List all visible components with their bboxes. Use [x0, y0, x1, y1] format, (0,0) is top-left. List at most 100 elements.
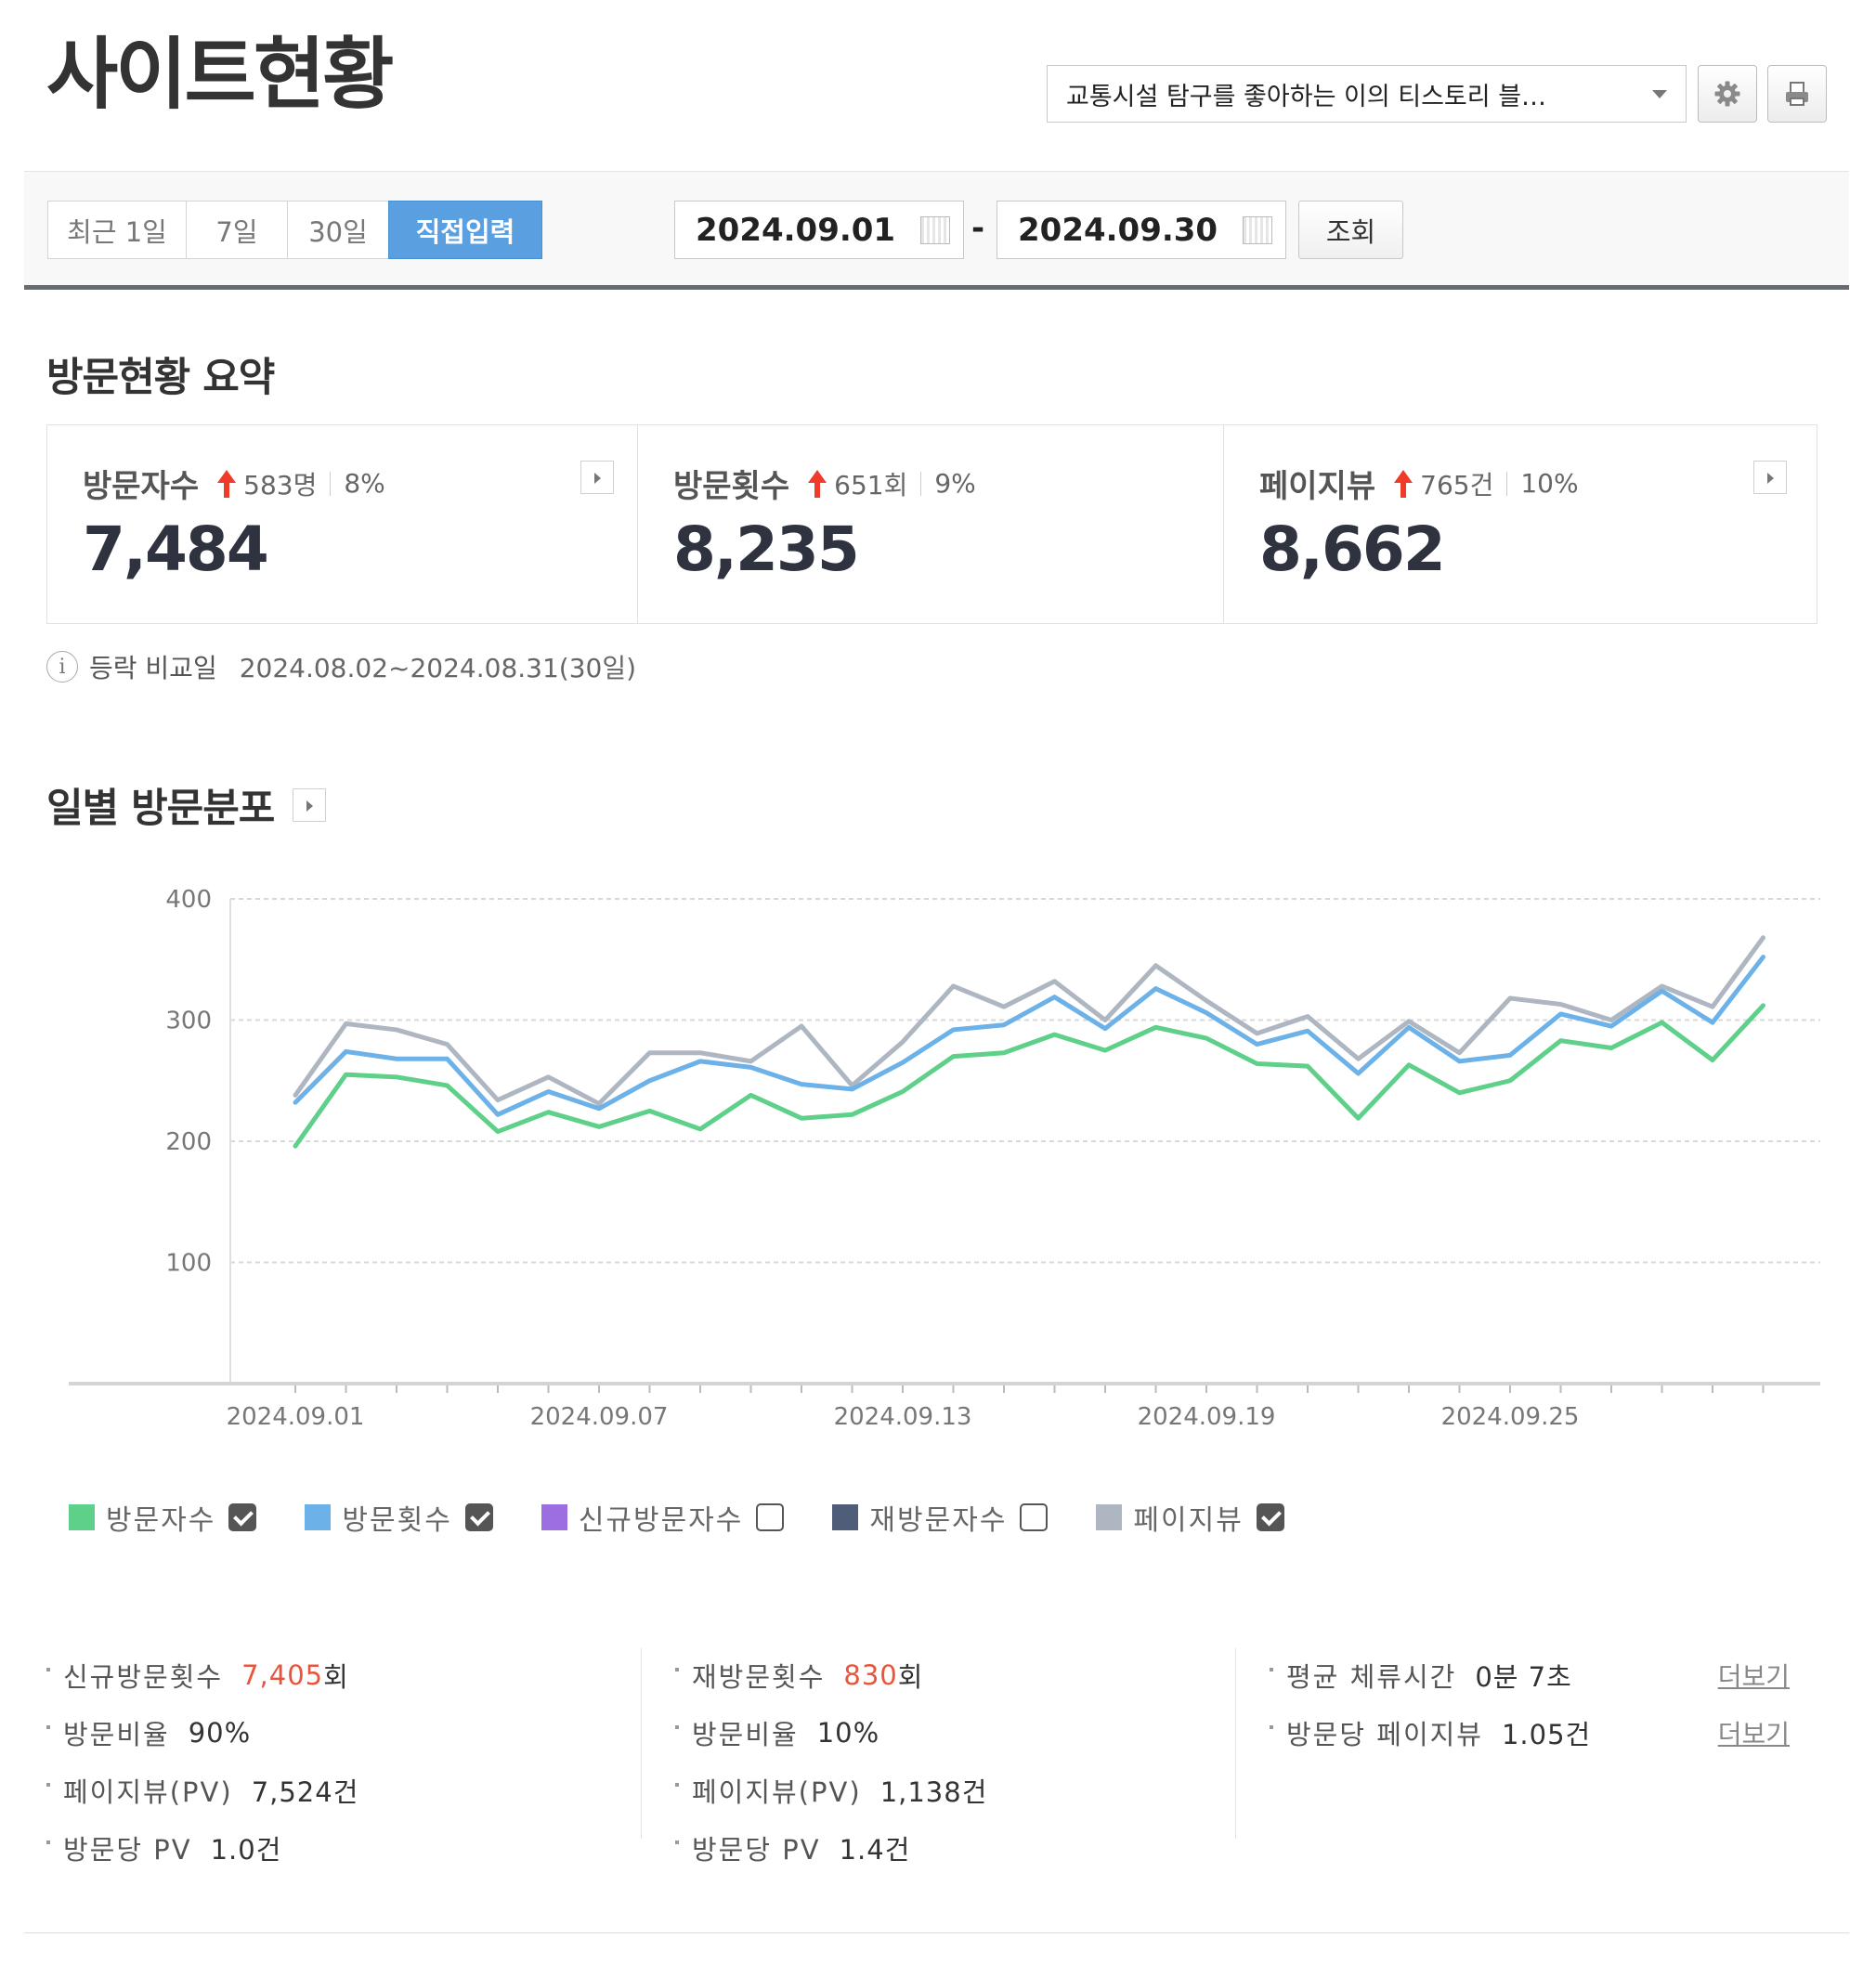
tab-30days[interactable]: 30일 [287, 201, 389, 259]
detail-value: 830 [843, 1659, 898, 1691]
more-link[interactable]: 더보기 [1717, 1661, 1790, 1692]
summary-cards: 방문자수 583명 8% 7,484 방문횟수 651회 9% 8,235 페이… [46, 424, 1817, 624]
legend-item-visits[interactable]: 방문횟수 [305, 1497, 493, 1538]
date-separator: - [971, 210, 985, 247]
tab-custom-range[interactable]: 직접입력 [388, 201, 542, 259]
new-visit-stats: 신규방문횟수 7,405 회 방문비율 90% 페이지뷰(PV) 7,524건 방… [46, 1646, 358, 1877]
detail-label: 페이지뷰(PV) [692, 1776, 862, 1808]
column-divider [641, 1648, 642, 1839]
legend-label: 방문횟수 [342, 1504, 452, 1537]
stat-value: 8,235 [673, 514, 860, 585]
y-tick-label: 300 [165, 1008, 212, 1035]
play-icon[interactable] [293, 788, 327, 822]
info-icon: i [46, 651, 78, 683]
chevron-down-icon [1652, 89, 1667, 98]
page-title: 사이트현황 [46, 29, 394, 120]
legend-checkbox[interactable] [756, 1503, 785, 1531]
bottom-divider [24, 1932, 1849, 1933]
detail-label: 페이지뷰(PV) [63, 1776, 233, 1808]
detail-label: 재방문횟수 [692, 1661, 826, 1693]
bullet [1270, 1668, 1273, 1671]
summary-section-title: 방문현황 요약 [46, 355, 275, 401]
detail-row: 페이지뷰(PV) 1,138건 [675, 1762, 987, 1819]
detail-row: 방문당 PV 1.0건 [46, 1819, 358, 1877]
x-tick-label: 2024.09.19 [1138, 1403, 1276, 1431]
series-line [293, 1003, 1765, 1149]
period-tabs: 최근 1일 7일 30일 직접입력 [47, 201, 542, 259]
print-button[interactable] [1767, 65, 1827, 123]
tab-7days[interactable]: 7일 [186, 201, 288, 259]
x-tick-label: 2024.09.25 [1441, 1403, 1580, 1431]
detail-label: 신규방문횟수 [63, 1661, 224, 1693]
series-line [293, 955, 1765, 1117]
detail-unit: 회 [897, 1661, 924, 1693]
bullet [675, 1840, 679, 1844]
detail-label: 방문당 PV [63, 1834, 192, 1866]
print-icon [1786, 82, 1808, 106]
bullet [46, 1783, 50, 1787]
legend-checkbox[interactable] [1256, 1503, 1284, 1531]
bullet [675, 1725, 679, 1729]
legend-item-returning-visitors[interactable]: 재방문자수 [832, 1497, 1049, 1538]
detail-value: 0분 7초 [1475, 1661, 1572, 1693]
detail-value: 7,405 [241, 1659, 324, 1691]
bullet [675, 1668, 679, 1671]
detail-row: 방문비율 90% [46, 1704, 358, 1762]
stat-percent: 10% [1520, 468, 1579, 499]
arrow-up-icon [217, 469, 237, 498]
tab-recent-1day[interactable]: 최근 1일 [47, 201, 187, 259]
legend-item-new-visitors[interactable]: 신규방문자수 [541, 1497, 785, 1538]
search-button[interactable]: 조회 [1298, 201, 1403, 259]
legend-checkbox[interactable] [228, 1503, 257, 1531]
stat-delta: 651회 [834, 469, 908, 501]
time-stats: 평균 체류시간 0분 7초 더보기 방문당 페이지뷰 1.05건 더보기 [1270, 1646, 1790, 1762]
detail-row: 페이지뷰(PV) 7,524건 [46, 1762, 358, 1819]
detail-row: 평균 체류시간 0분 7초 더보기 [1270, 1646, 1790, 1704]
calendar-icon[interactable] [1243, 216, 1272, 244]
x-tick-label: 2024.09.07 [530, 1403, 669, 1431]
detail-value: 1,138건 [879, 1776, 988, 1808]
settings-button[interactable] [1698, 65, 1757, 123]
stat-card-visits: 방문횟수 651회 9% 8,235 [638, 425, 1224, 623]
detail-label: 방문비율 [692, 1719, 799, 1750]
detail-row: 방문비율 10% [675, 1704, 987, 1762]
legend-label: 신규방문자수 [578, 1504, 744, 1537]
arrow-up-icon [1394, 469, 1414, 498]
blog-select-label: 교통시설 탐구를 좋아하는 이의 티스토리 블… [1066, 82, 1547, 111]
stat-value: 8,662 [1259, 514, 1446, 585]
play-icon[interactable] [1753, 461, 1787, 494]
legend-label: 재방문자수 [869, 1504, 1008, 1537]
calendar-icon[interactable] [920, 216, 950, 244]
detail-row: 신규방문횟수 7,405 회 [46, 1646, 358, 1704]
legend-checkbox[interactable] [464, 1503, 493, 1531]
legend-checkbox[interactable] [1020, 1503, 1049, 1531]
blog-select-dropdown[interactable]: 교통시설 탐구를 좋아하는 이의 티스토리 블… [1047, 65, 1687, 123]
more-link[interactable]: 더보기 [1717, 1719, 1790, 1749]
daily-section-header: 일별 방문분포 [46, 776, 327, 834]
detail-label: 평균 체류시간 [1286, 1661, 1457, 1693]
detail-row: 방문당 PV 1.4건 [675, 1819, 987, 1877]
legend-item-visitors[interactable]: 방문자수 [69, 1497, 257, 1538]
stat-percent: 9% [934, 468, 976, 499]
play-icon[interactable] [580, 461, 614, 494]
series-line [293, 935, 1765, 1107]
return-visit-stats: 재방문횟수 830 회 방문비율 10% 페이지뷰(PV) 1,138건 방문당 … [675, 1646, 987, 1877]
compare-note: i 등락 비교일 2024.08.02~2024.08.31(30일) [46, 648, 636, 685]
legend-swatch [832, 1504, 859, 1530]
stat-percent: 8% [344, 468, 385, 499]
x-tick-label: 2024.09.13 [834, 1403, 972, 1431]
chart-legend: 방문자수 방문횟수 신규방문자수 재방문자수 페이지뷰 [69, 1497, 1333, 1538]
start-date-field[interactable]: 2024.09.01 [674, 201, 964, 259]
detail-value: 10% [816, 1717, 880, 1749]
detail-label: 방문비율 [63, 1719, 170, 1750]
detail-value: 1.4건 [839, 1834, 911, 1866]
legend-item-pageviews[interactable]: 페이지뷰 [1096, 1497, 1284, 1538]
end-date-field[interactable]: 2024.09.30 [997, 201, 1286, 259]
stat-delta: 765건 [1420, 469, 1494, 501]
detail-value: 90% [188, 1717, 252, 1749]
detail-value: 1.0건 [210, 1834, 282, 1866]
bullet [46, 1668, 50, 1671]
stat-delta: 583명 [243, 469, 318, 501]
stat-card-pageviews: 페이지뷰 765건 10% 8,662 [1224, 425, 1817, 623]
daily-line-chart: 100 200 300 400 2024.09.01 2024.09.07 2024.09.… [69, 887, 1820, 1431]
